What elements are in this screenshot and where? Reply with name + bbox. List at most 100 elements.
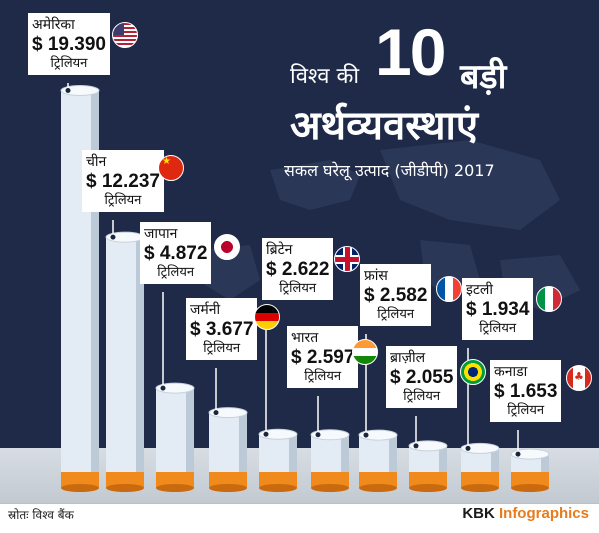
source-note: स्रोतः विश्व बैंक (8, 508, 74, 522)
india-flag-icon (352, 339, 378, 365)
us-flag-canton (113, 23, 124, 35)
country-name: ब्रिटेन (266, 242, 293, 258)
pointer-dot (413, 443, 419, 449)
gdp-unit: ट्रिलियन (403, 389, 441, 404)
gdp-unit: ट्रिलियन (279, 281, 317, 296)
gdp-unit: ट्रिलियन (377, 307, 415, 322)
bar-base-cap (259, 484, 297, 492)
gdp-value: $ 2.597 (291, 347, 355, 368)
bar-4 (208, 368, 248, 492)
bar-top (60, 85, 100, 97)
gdp-value: $ 19.390 (32, 34, 106, 55)
bar-base (209, 472, 247, 488)
footer (0, 503, 599, 533)
bar-shade (541, 454, 549, 472)
bar-base (311, 472, 349, 488)
canada-flag-leaf: ♣ (574, 370, 584, 383)
country-name: ब्राज़ील (390, 350, 426, 366)
bar-shade (186, 388, 194, 472)
bar-base (61, 472, 99, 488)
gdp-value: $ 4.872 (144, 243, 208, 264)
subtitle: सकल घरेलू उत्पाद (जीडीपी) 2017 (284, 161, 495, 180)
bar-top (408, 440, 448, 452)
uk-flag-icon (334, 246, 360, 272)
bar-base-cap (409, 484, 447, 492)
japan-flag-icon (214, 234, 240, 260)
bar-shade (439, 445, 447, 472)
brand-main: KBK (462, 505, 499, 522)
gdp-unit: ट्रिलियन (203, 341, 241, 356)
bar-shade (341, 434, 349, 472)
bar-top (208, 407, 248, 419)
pointer-dot (213, 410, 219, 416)
china-flag-star: ★ (162, 156, 171, 167)
pointer-dot (363, 432, 369, 438)
country-card: इटली $ 1.934 ट्रिलियन (462, 278, 534, 340)
pointer-dot (465, 445, 471, 451)
pointer-dot (315, 432, 321, 438)
country-name: जर्मनी (190, 302, 221, 318)
gdp-value: $ 3.677 (190, 319, 254, 340)
china-flag-icon: ★ (158, 155, 184, 181)
bar-top (358, 429, 398, 441)
pointer-dot (263, 431, 269, 437)
bar-base-cap (61, 484, 99, 492)
country-name: अमेरिका (32, 17, 75, 33)
bar-9 (460, 348, 500, 492)
brand-logo: KBK Infographics (462, 505, 589, 522)
country-card: ब्राज़ील $ 2.055 ट्रिलियन (386, 346, 458, 408)
gdp-value: $ 2.622 (266, 259, 330, 280)
gdp-unit: ट्रिलियन (507, 403, 545, 418)
bar-body (461, 448, 499, 472)
bar-base-cap (461, 484, 499, 492)
bar-shade (389, 435, 397, 472)
bar-base-cap (106, 484, 144, 492)
country-name: भारत (291, 330, 319, 346)
gdp-value: $ 2.055 (390, 367, 454, 388)
bar-base (106, 472, 144, 488)
pointer-dot (160, 385, 166, 391)
bar-base (359, 472, 397, 488)
bar-base (259, 472, 297, 488)
us-flag-icon (112, 22, 138, 48)
bar-shade (289, 434, 297, 472)
country-name: कनाडा (494, 364, 528, 380)
title-number: 10 (375, 15, 446, 89)
country-card: अमेरिका $ 19.390 ट्रिलियन (28, 13, 110, 75)
bar-top (258, 428, 298, 440)
bar-1 (60, 83, 100, 492)
brand-accent: Infographics (498, 505, 589, 522)
title-suffix: बड़ी (460, 57, 507, 97)
country-card: जापान $ 4.872 ट्रिलियन (140, 222, 212, 284)
bar-7 (358, 334, 398, 492)
gdp-unit: ट्रिलियन (157, 265, 195, 280)
bar-base (511, 472, 549, 488)
pointer-dot (110, 234, 116, 240)
bar-base-cap (511, 484, 549, 492)
bar-base-cap (156, 484, 194, 492)
bar-base (409, 472, 447, 488)
country-card: चीन $ 12.237 ट्रिलियन (82, 150, 164, 212)
bar-top (155, 382, 195, 394)
bar-3 (155, 292, 195, 492)
country-name: जापान (144, 226, 178, 242)
brazil-flag-icon (460, 359, 486, 385)
germany-flag-icon (254, 304, 280, 330)
country-name: इटली (466, 282, 494, 298)
country-card: कनाडा $ 1.653 ट्रिलियन (490, 360, 562, 422)
bar-base-cap (311, 484, 349, 492)
bar-base-cap (359, 484, 397, 492)
country-card: जर्मनी $ 3.677 ट्रिलियन (186, 298, 258, 360)
bar-shade (136, 237, 144, 472)
floor (0, 448, 599, 503)
canada-flag-icon: ♣ (566, 365, 592, 391)
gdp-unit: ट्रिलियन (304, 369, 342, 384)
country-name: फ्रांस (364, 268, 388, 284)
bar-base (156, 472, 194, 488)
gdp-unit: ट्रिलियन (104, 193, 142, 208)
bar-shade (239, 412, 247, 472)
gdp-unit: ट्रिलियन (479, 321, 517, 336)
bar-top (510, 448, 550, 460)
